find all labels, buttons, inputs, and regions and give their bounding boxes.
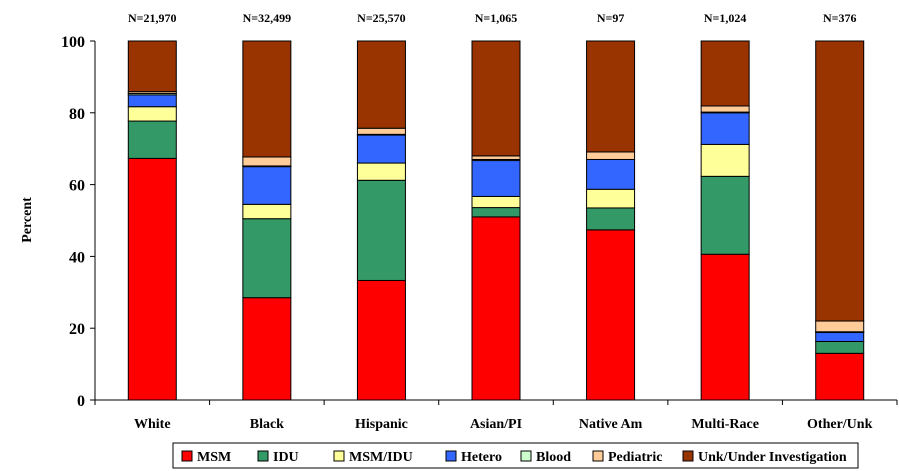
legend-label-hetero: Hetero	[461, 450, 502, 465]
x-tick-label: Multi-Race	[691, 417, 759, 432]
bar-segment-idu-native-am	[586, 207, 636, 231]
n-label: N=1,065	[475, 11, 518, 25]
legend-label-msm: MSM	[197, 450, 231, 465]
bar-segment-idu-multi-race	[700, 175, 750, 255]
y-tick-label: 20	[69, 321, 85, 338]
bar-segment-msm-idu-asian-pi	[471, 195, 521, 209]
bars-group	[127, 40, 865, 401]
legend-label-pediatric: Pediatric	[608, 450, 662, 465]
axes-group: White Black Hispanic Asian/PI Native Am Multi…	[61, 34, 898, 432]
x-tick-label: Native Am	[579, 417, 643, 432]
x-tick-label: Hispanic	[355, 417, 408, 432]
bar-segment-pediatric-hispanic	[356, 127, 406, 135]
x-tick-label: Black	[250, 417, 284, 432]
bar-segment-msm-idu-hispanic	[356, 162, 406, 181]
bar-segment-unk-under-investigation-native-am	[586, 40, 636, 153]
bar-segment-msm-asian-pi	[471, 216, 521, 401]
bar-segment-msm-white	[127, 157, 177, 401]
bar-segment-msm-idu-white	[127, 106, 177, 122]
bar-segment-msm-black	[242, 297, 292, 401]
bar-segment-unk-under-investigation-multi-race	[700, 40, 750, 107]
bar-segment-unk-under-investigation-black	[242, 40, 292, 158]
n-labels-group: N=21,970 N=32,499 N=25,570 N=1,065 N=97 N=1,0…	[128, 11, 856, 25]
bar-segment-pediatric-black	[242, 156, 292, 167]
legend-label-unk-under-investigation: Unk/Under Investigation	[698, 450, 847, 465]
x-tick-label: White	[134, 417, 171, 432]
legend-label-blood: Blood	[536, 450, 571, 465]
y-tick-label: 40	[69, 249, 85, 266]
bar-segment-hetero-other-unk	[815, 332, 865, 342]
legend-swatch-idu	[257, 450, 269, 462]
bar-segment-pediatric-native-am	[586, 151, 636, 160]
bar-segment-msm-idu-multi-race	[700, 143, 750, 177]
bar-segment-idu-white	[127, 120, 177, 159]
legend-box	[172, 442, 859, 469]
n-label: N=97	[597, 11, 625, 25]
bar-segment-msm-native-am	[586, 229, 636, 401]
bar-segment-pediatric-other-unk	[815, 320, 865, 333]
bar-segment-msm-multi-race	[700, 253, 750, 401]
bar-segment-unk-under-investigation-asian-pi	[471, 40, 521, 157]
legend-swatch-hetero	[445, 450, 457, 462]
legend-label-msm-idu: MSM/IDU	[349, 450, 413, 465]
bar-segment-hetero-asian-pi	[471, 160, 521, 197]
bar-segment-idu-asian-pi	[471, 207, 521, 218]
bar-segment-hetero-native-am	[586, 158, 636, 190]
legend-swatch-msm	[181, 450, 193, 462]
legend-swatch-blood	[520, 450, 532, 462]
y-tick-label: 80	[69, 106, 85, 123]
x-tick-label: Other/Unk	[807, 417, 873, 432]
y-axis-label: Percent	[20, 197, 35, 243]
legend-label-idu: IDU	[273, 450, 299, 465]
n-label: N=25,570	[357, 11, 406, 25]
bar-segment-unk-under-investigation-other-unk	[815, 40, 865, 322]
n-label: N=32,499	[243, 11, 292, 25]
n-label: N=21,970	[128, 11, 177, 25]
bar-segment-idu-black	[242, 218, 292, 299]
bar-segment-msm-other-unk	[815, 352, 865, 401]
bar-segment-msm-hispanic	[356, 279, 406, 401]
bar-segment-hetero-white	[127, 94, 177, 108]
y-tick-label: 0	[77, 393, 85, 410]
bar-segment-hetero-black	[242, 166, 292, 205]
bar-segment-hetero-multi-race	[700, 112, 750, 145]
bar-segment-pediatric-asian-pi	[471, 155, 521, 160]
bar-segment-unk-under-investigation-white	[127, 40, 177, 93]
legend-swatch-unk-under-investigation	[682, 450, 694, 462]
bar-segment-idu-hispanic	[356, 179, 406, 281]
bar-segment-pediatric-multi-race	[700, 105, 750, 113]
bar-segment-hetero-hispanic	[356, 134, 406, 164]
legend-swatch-msm-idu	[333, 450, 345, 462]
n-label: N=376	[823, 11, 857, 25]
bar-segment-msm-idu-black	[242, 203, 292, 220]
y-tick-label: 60	[69, 178, 85, 195]
x-tick-label: Asian/PI	[470, 417, 522, 432]
legend-swatch-pediatric	[592, 450, 604, 462]
bar-segment-msm-idu-native-am	[586, 188, 636, 209]
n-label: N=1,024	[704, 11, 747, 25]
legend: MSM IDU MSM/IDU Hetero Blood Pediatric Unk/Und…	[172, 442, 859, 469]
bar-segment-unk-under-investigation-hispanic	[356, 40, 406, 129]
y-tick-label: 100	[61, 34, 85, 51]
bar-segment-idu-other-unk	[815, 340, 865, 354]
